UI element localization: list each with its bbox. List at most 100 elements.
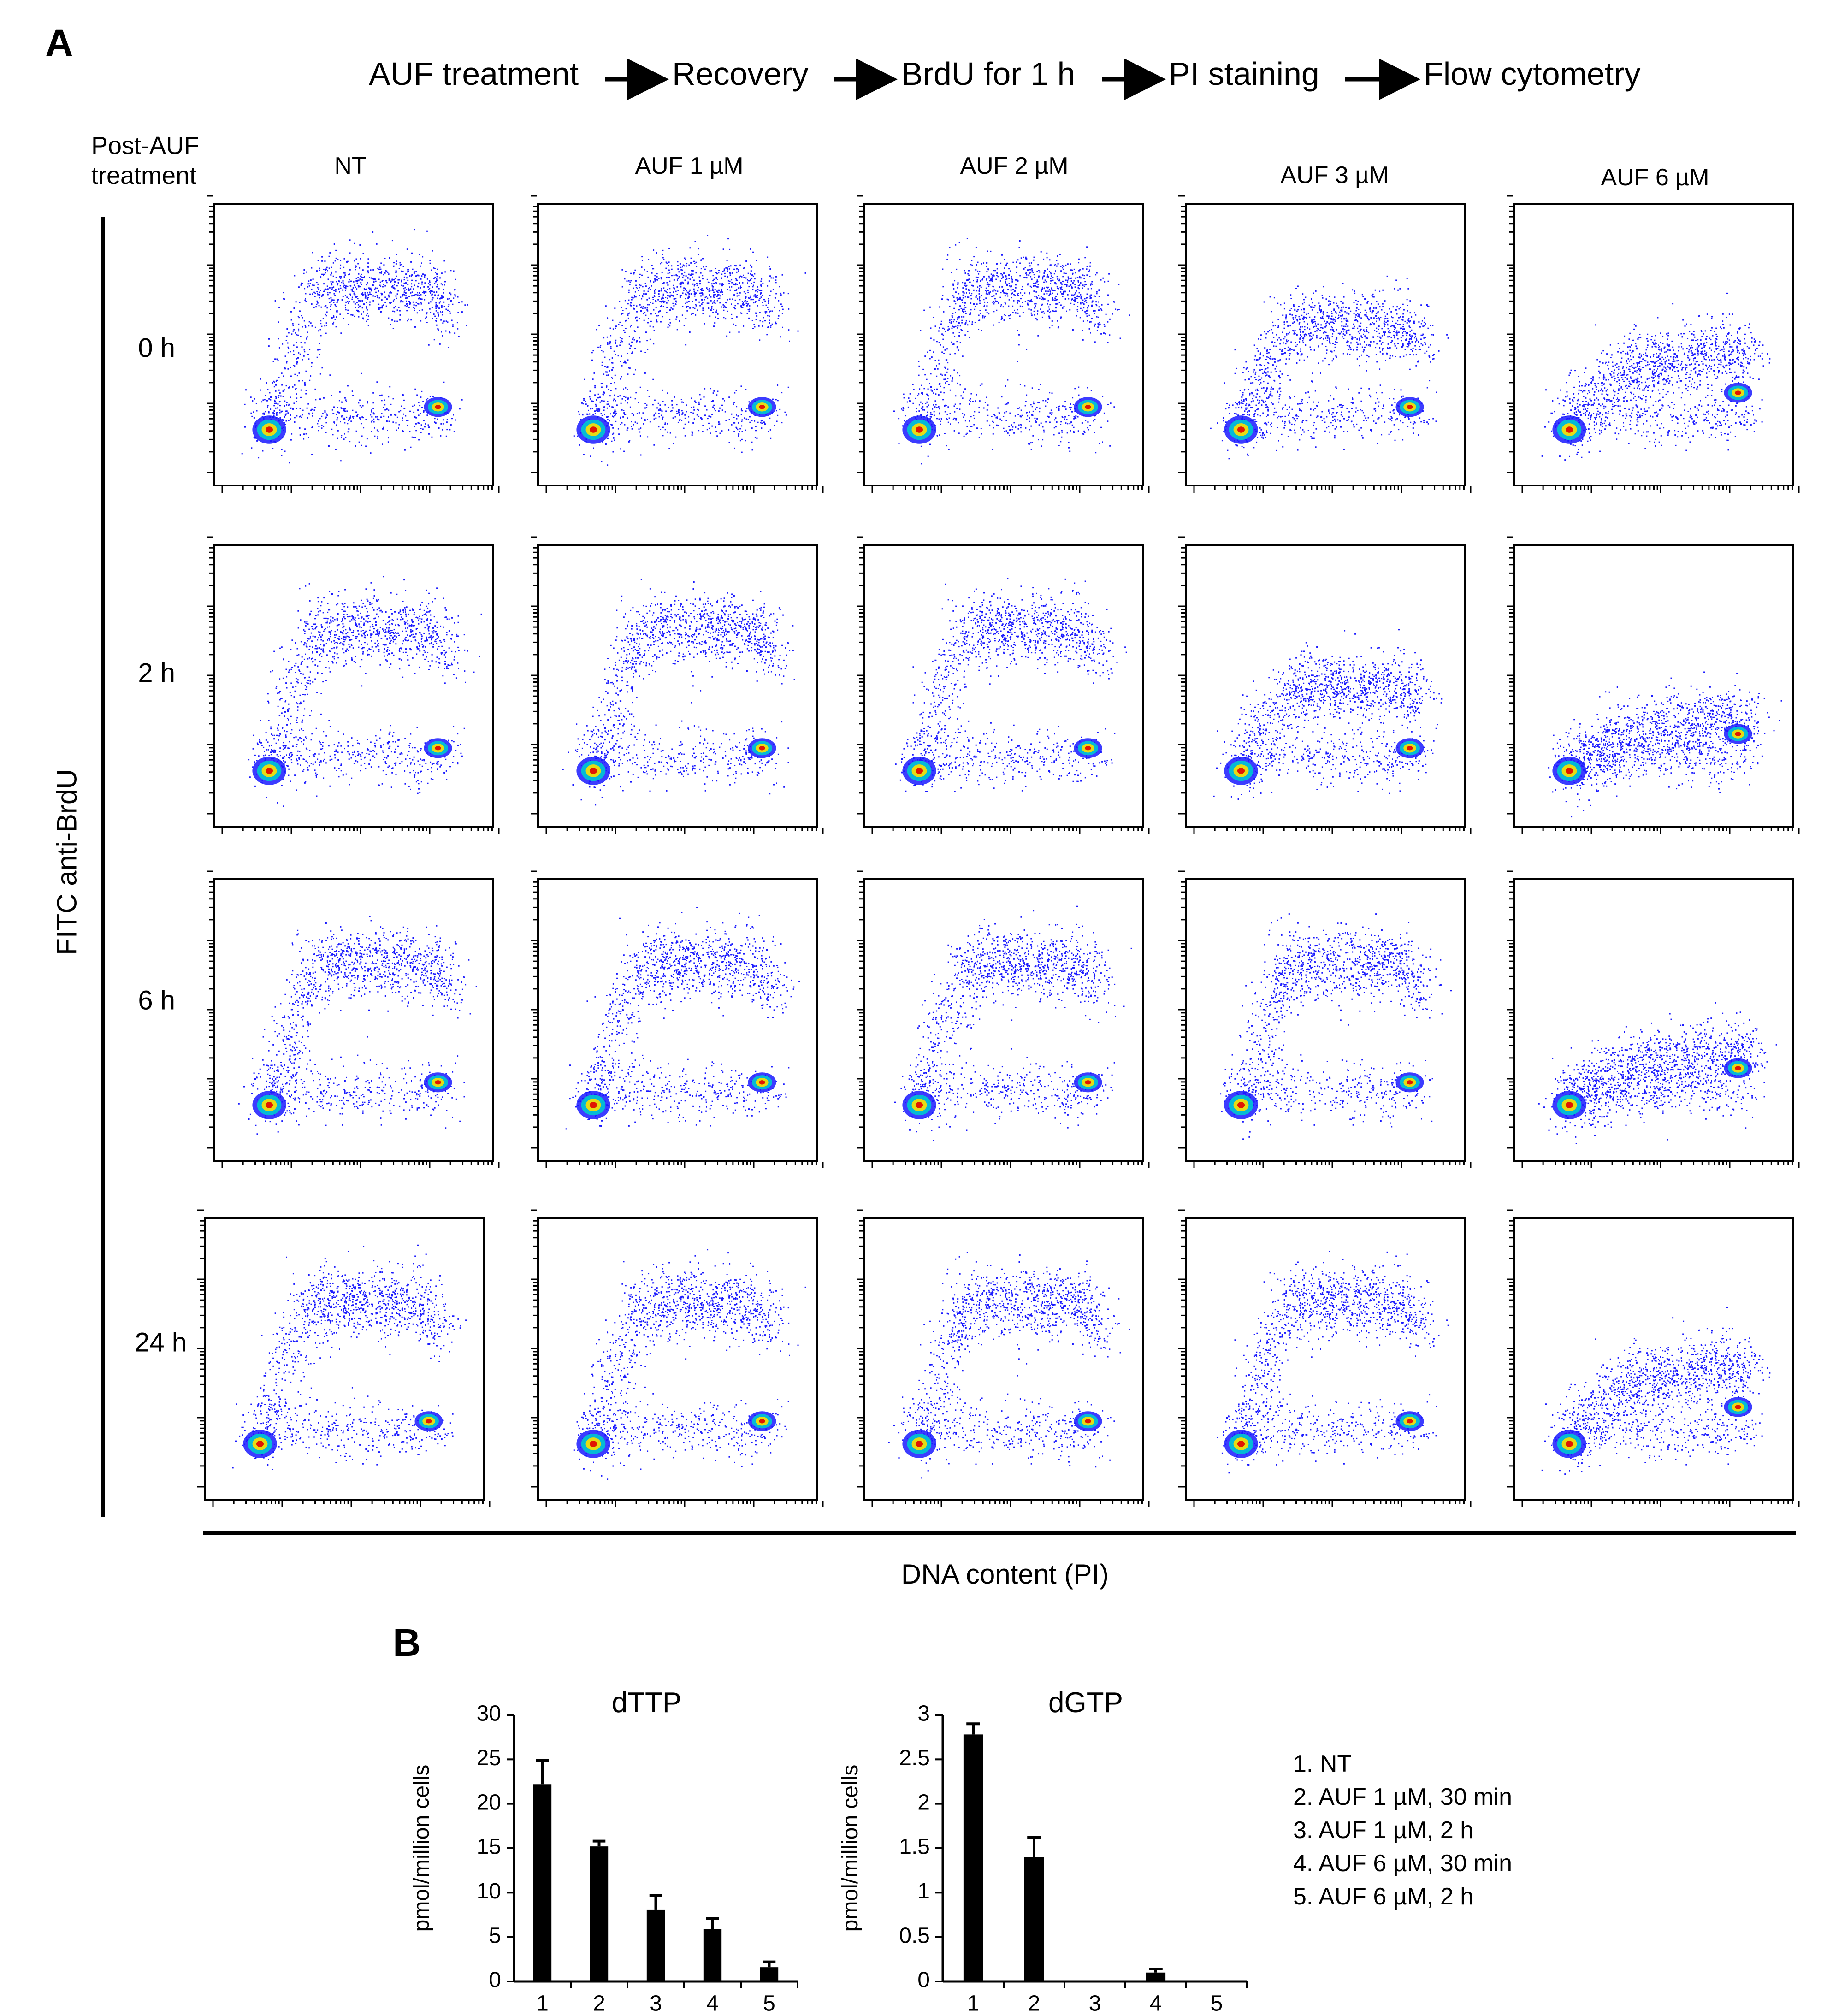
scatter-points [232,1244,467,1470]
g2-cluster-layer-4 [435,405,441,409]
flow-plot-r1-c1 [207,195,500,493]
scatter-points [562,579,795,806]
s-phase-events [895,578,1127,792]
row-label-6h: 6 h [138,985,175,1016]
g1-cluster [1552,757,1586,785]
g1-cluster [576,1091,610,1119]
s-phase-events [1541,292,1771,461]
axis-ticks [207,195,500,493]
flow-plot-r2-c3 [857,536,1150,834]
panel-b-letter: B [393,1621,421,1664]
column-label-auf-6: AUF 6 µM [1601,164,1709,191]
g1-cluster [1552,1091,1586,1119]
dgtp-x-tick-label-2: 2 [1028,1992,1041,2016]
axis-ticks [531,536,824,834]
workflow-arrows [605,59,1420,100]
s-phase-events [573,235,806,466]
flow-plot-r3-c3 [857,870,1150,1168]
g2-cluster [1395,397,1424,417]
g1-cluster [902,1091,936,1119]
axis-ticks [1178,195,1472,493]
panel-a-letter: A [45,21,73,65]
g2-cluster-layer-4 [759,1080,765,1085]
dgtp-y-tick-label: 1 [917,1879,930,1904]
scatter-points [888,1252,1130,1479]
legend-item-3: 3. AUF 1 µM, 2 h [1293,1817,1474,1844]
s-phase-events [893,238,1130,465]
dgtp-y-tick-label: 0.5 [899,1923,930,1948]
s-phase-events [238,916,477,1135]
g1-cluster-layer-4 [1237,426,1245,433]
dttp-y-tick-label: 20 [477,1790,501,1815]
g1-cluster [576,415,610,444]
column-label-auf-1: AUF 1 µM [635,153,744,179]
flow-plot-scatter [197,1209,491,1507]
flow-plot-scatter [207,536,500,834]
dgtp-y-tick-label: 1.5 [899,1835,930,1859]
dttp-x-tick-label-3: 3 [650,1992,662,2016]
dgtp-x-tick-label-1: 1 [967,1992,980,2016]
axis-ticks [1507,536,1800,834]
dgtp-bar-2 [1024,1857,1044,1981]
flow-plot-scatter [857,870,1150,1168]
g2-cluster-layer-4 [1407,1419,1413,1424]
panel-b-legend: 1. NT 2. AUF 1 µM, 30 min 3. AUF 1 µM, 2… [1293,1747,1512,1913]
axis-ticks [207,536,500,834]
flow-plot-r4-c4 [1178,1209,1472,1507]
g2-cluster-layer-4 [1735,732,1741,736]
flow-plot-scatter [531,870,824,1168]
g1-cluster-layer-4 [1237,1441,1245,1447]
g1-cluster-layer-4 [265,768,273,774]
g2-cluster-layer-4 [435,1080,441,1085]
g2-cluster [1724,1397,1752,1417]
flow-plot-r2-c2 [531,536,824,834]
dgtp-y-axis-label: pmol/million cells [838,1765,863,1932]
g2-cluster [1074,397,1102,417]
g1-cluster-layer-4 [589,1441,597,1447]
row-label-0h: 0 h [138,333,175,363]
flow-plot-r4-c5 [1507,1209,1800,1507]
flow-plot-r3-c2 [531,870,824,1168]
g1-cluster [252,757,286,785]
g2-cluster-layer-4 [1085,405,1091,409]
flow-plot-scatter [207,195,500,493]
workflow-step-auf-treatment: AUF treatment [369,56,579,92]
dttp-y-tick-label: 25 [477,1746,501,1770]
legend-item-1: 1. NT [1293,1750,1352,1777]
x-axis-title: DNA content (PI) [901,1559,1109,1590]
g2-cluster [1074,738,1102,758]
flow-plot-scatter [1507,195,1800,493]
s-phase-events [1538,1002,1777,1144]
scatter-points [238,916,477,1135]
g2-cluster [424,1072,452,1093]
workflow-step-recovery: Recovery [672,56,809,92]
flow-plot-scatter [1178,1209,1472,1507]
g1-cluster [902,1430,936,1458]
scatter-points [1217,1251,1449,1474]
g1-cluster-layer-4 [915,768,923,774]
flow-plot-scatter [1178,870,1472,1168]
post-auf-label-line1: Post-AUF [91,132,200,160]
x-axis-bracket-line [203,1531,1796,1535]
g2-cluster [414,1411,443,1431]
dgtp-y-tick-label: 0 [917,1968,930,1992]
flow-plot-scatter [531,536,824,834]
dttp-y-tick-label: 15 [477,1835,501,1859]
g2-cluster [1074,1072,1102,1093]
workflow-step-pi-staining: PI staining [1169,56,1319,92]
flow-plot-r3-c5 [1507,870,1800,1168]
dgtp-bar-chart: dGTP pmol/million cells 0 0.5 1 1.5 2 2.5 3 1 2 3 4 5 [838,1687,1248,2016]
g2-cluster [748,1411,776,1431]
dttp-bar-4 [703,1929,722,1981]
flow-plot-r1-c4 [1178,195,1472,493]
dgtp-y-tick-label: 3 [917,1702,930,1726]
g1-cluster-layer-4 [915,426,923,433]
g1-cluster [1224,1091,1258,1119]
flow-plot-scatter [531,1209,824,1507]
g1-cluster [1552,1430,1586,1458]
g2-cluster-layer-4 [1407,405,1413,409]
g1-cluster [902,757,936,785]
s-phase-events [565,907,800,1130]
flow-plot-scatter [1507,1209,1800,1507]
legend-item-4: 4. AUF 6 µM, 30 min [1293,1850,1513,1877]
